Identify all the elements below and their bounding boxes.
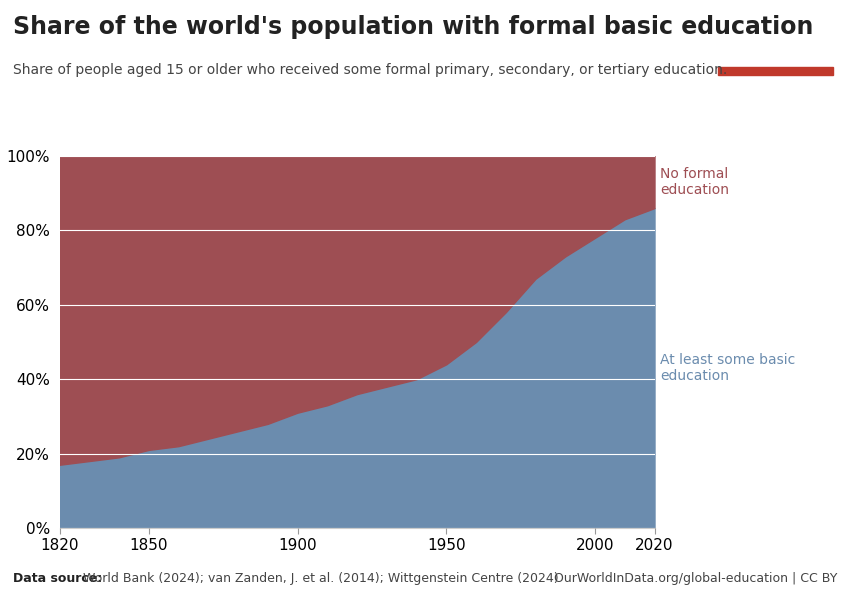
Text: Share of people aged 15 or older who received some formal primary, secondary, or: Share of people aged 15 or older who rec… (13, 63, 727, 77)
Bar (718, 67, 833, 75)
Text: Data source:: Data source: (13, 572, 102, 585)
Text: World Bank (2024); van Zanden, J. et al. (2014); Wittgenstein Centre (2024): World Bank (2024); van Zanden, J. et al.… (79, 572, 558, 585)
Text: Our World: Our World (740, 25, 811, 37)
Text: in Data: in Data (751, 42, 801, 55)
Text: No formal
education: No formal education (660, 167, 729, 197)
Text: OurWorldInData.org/global-education | CC BY: OurWorldInData.org/global-education | CC… (554, 572, 837, 585)
Text: At least some basic
education: At least some basic education (660, 353, 796, 383)
Text: Share of the world's population with formal basic education: Share of the world's population with for… (13, 15, 813, 39)
